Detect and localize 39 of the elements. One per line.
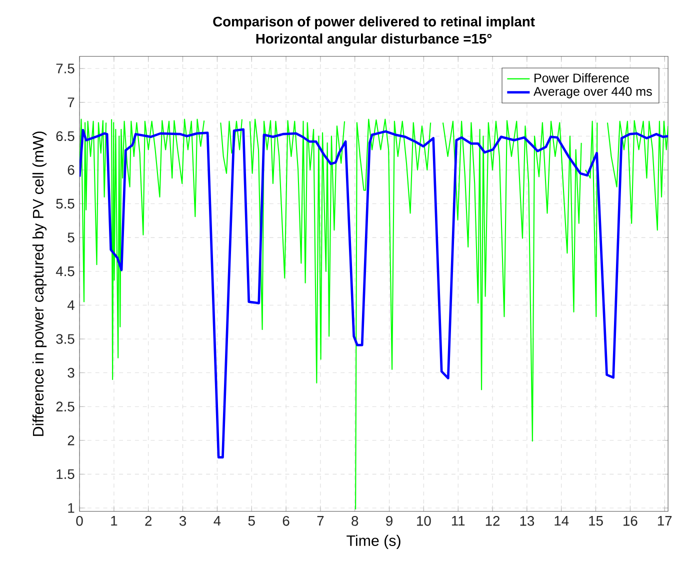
chart-title: Comparison of power delivered to retinal implant bbox=[213, 16, 535, 30]
y-tick-label: 4 bbox=[67, 300, 74, 310]
y-tick-label: 5 bbox=[68, 232, 74, 243]
legend-label: Power Difference bbox=[534, 73, 629, 83]
x-tick-label: 10 bbox=[417, 516, 431, 526]
y-tick-label: 1 bbox=[68, 503, 74, 513]
x-tick-label: 1 bbox=[111, 516, 118, 526]
y-tick-label: 1.5 bbox=[56, 469, 74, 480]
legend-label: Average over 440 ms bbox=[534, 87, 652, 98]
x-tick-label: 7 bbox=[317, 516, 324, 526]
x-tick-label: 14 bbox=[554, 516, 569, 526]
y-axis-title: Difference in power captured by PV cell (mW) bbox=[32, 132, 47, 436]
x-tick-label: 4 bbox=[214, 516, 221, 526]
line-series bbox=[80, 128, 668, 459]
y-tick-label: 7.5 bbox=[56, 64, 74, 74]
x-tick-label: 6 bbox=[282, 516, 290, 526]
y-tick-label: 7 bbox=[68, 98, 74, 108]
x-tick-label: 15 bbox=[589, 516, 603, 526]
x-tick-label: 11 bbox=[452, 516, 465, 526]
x-tick-label: 16 bbox=[624, 516, 638, 526]
x-tick-label: 17 bbox=[658, 516, 672, 526]
x-tick-label: 9 bbox=[386, 516, 392, 526]
x-tick-label: 0 bbox=[76, 516, 83, 526]
x-tick-label: 3 bbox=[179, 516, 186, 526]
y-tick-label: 6 bbox=[68, 165, 74, 175]
x-tick-label: 12 bbox=[486, 516, 500, 526]
y-tick-label: 5.5 bbox=[56, 199, 74, 209]
y-tick-label: 3 bbox=[68, 368, 74, 378]
y-tick-label: 4.5 bbox=[56, 266, 74, 276]
y-tick-label: 2 bbox=[68, 436, 74, 446]
y-tick-label: 6.5 bbox=[56, 131, 74, 142]
y-tick-label: 2.5 bbox=[56, 402, 74, 412]
y-tick-label: 3.5 bbox=[56, 334, 74, 344]
x-tick-label: 2 bbox=[145, 516, 152, 526]
chart-subtitle: Horizontal angular disturbance =15° bbox=[256, 34, 492, 47]
x-tick-label: 5 bbox=[248, 516, 255, 526]
x-tick-label: 8 bbox=[352, 516, 358, 526]
x-tick-label: 13 bbox=[520, 516, 534, 526]
x-axis-title: Time (s) bbox=[346, 535, 400, 550]
